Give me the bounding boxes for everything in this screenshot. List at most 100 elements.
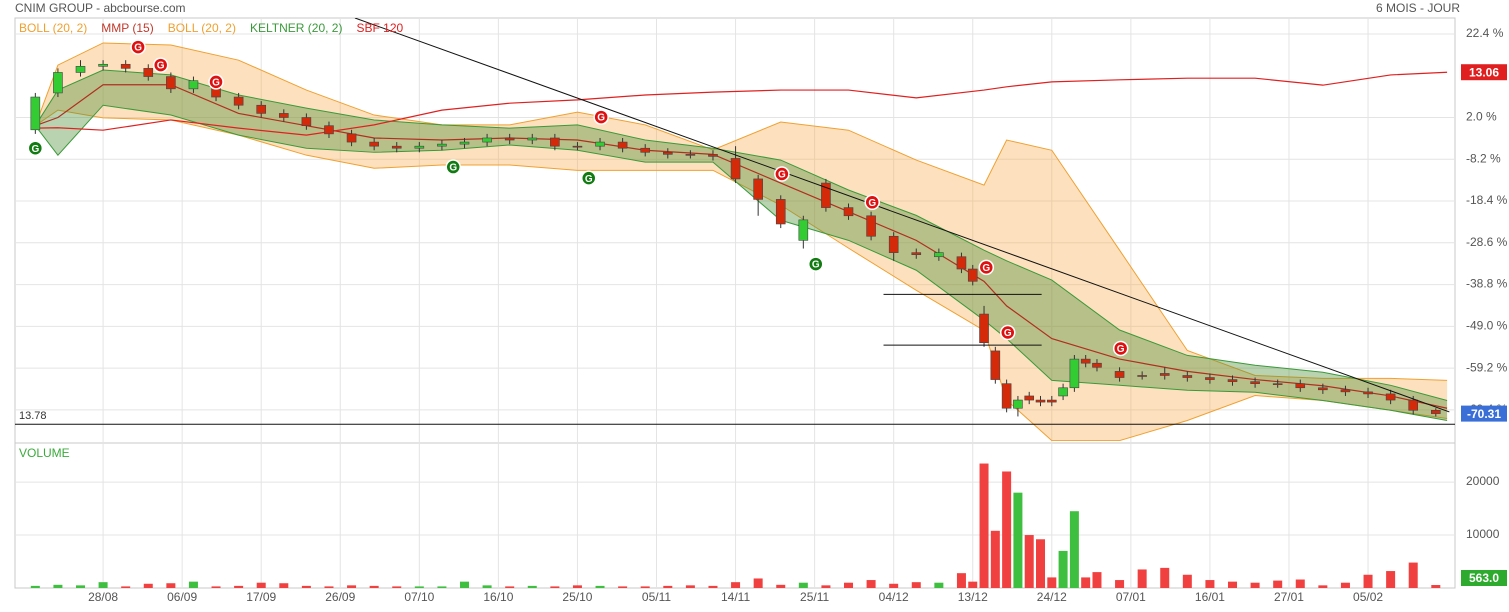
candle-body [143,68,154,77]
candle-body [1227,379,1238,382]
candle-body [1250,381,1260,384]
candle-body [1035,399,1046,403]
volume-bar [1182,574,1192,588]
volume-bar [1228,581,1238,588]
signal-label: G [31,144,39,155]
candle-body [256,104,267,114]
signal-label: G [134,43,142,54]
volume-bar [460,581,470,588]
volume-bar [968,581,978,588]
candle-body [866,215,876,237]
volume-bar [1295,579,1305,588]
candle-body [482,137,492,143]
signal-label: G [157,61,165,72]
volume-bar [1024,535,1034,588]
candle-body [1385,393,1396,401]
volume-bar [550,586,560,588]
x-tick-label: 14/11 [721,590,750,604]
chart-title: CNIM GROUP - abcbourse.com [15,1,186,15]
candle-body [1431,409,1441,414]
candle-body [1047,399,1057,403]
candle-body [437,143,447,147]
y-tick-label: -28.6 % [1466,235,1508,249]
reference-label: 13.78 [19,410,47,422]
volume-bar [1092,572,1102,588]
volume-bar [414,586,424,588]
candle-body [956,256,967,270]
candle-body [888,235,899,253]
volume-bar [301,585,311,588]
period: 6 MOIS - JOUR [1376,1,1460,15]
value-tag [1461,570,1507,586]
candle-body [301,117,312,126]
signal [208,74,224,90]
candle-body [572,145,583,148]
candle-body [1205,377,1215,380]
volume-bar [979,463,989,588]
volume-bar [889,583,899,588]
candle-body [1363,391,1373,395]
volume-bar [256,582,266,588]
x-tick-label: 16/01 [1195,590,1225,604]
value-tag [1461,405,1507,422]
volume-bar [663,585,673,588]
candle-body [843,207,854,217]
labels: 28/08 06/09 17/09 26/09 07/10 16/10 25/10 05/11… [15,21,1508,604]
x-tick-label: 28/08 [88,590,118,604]
candle-body [595,141,605,147]
volume-bar [685,585,695,588]
band-line [34,42,1448,381]
x-tick-label: 13/12 [958,590,988,604]
candle-body [166,76,176,90]
candle-body [346,133,357,143]
candle-body [1069,358,1080,389]
candle-body [798,219,809,241]
candle-body [1137,375,1147,377]
candle-body [233,96,244,106]
signal [1112,340,1129,357]
candle-body [75,66,86,73]
volume-bar [1081,577,1091,588]
candle-body [1340,389,1351,393]
candle-body [188,80,199,90]
candle-body [967,268,978,282]
volume-bar [437,586,447,588]
candle-body [934,252,944,258]
candle-body [1058,387,1068,397]
candle-body [459,141,470,145]
candle-body [730,158,741,180]
signal [864,194,880,211]
candle-body [1408,399,1419,411]
volume-bar [956,573,966,588]
signal-label: G [868,198,876,209]
volume-bar [866,580,876,588]
band-fill [35,42,1448,441]
band-line [35,109,1448,441]
volume-bar [211,586,221,588]
volume-bar [1047,577,1057,588]
volume-bar [1250,582,1260,588]
value-tag-label: -70.31 [1467,407,1501,421]
y-tick-label: 2.0 % [1466,110,1497,124]
signal-label: G [449,163,457,174]
indicator-line [35,84,1448,409]
candle-body [550,137,560,147]
candle-body [1080,358,1091,364]
candle-body [1182,375,1193,378]
volume-bar [369,585,379,588]
candle-body [414,145,425,149]
volume-title: VOLUME [19,446,70,460]
volume-bar [1160,567,1170,588]
value-tag-label: 13.06 [1469,65,1499,79]
candle-body [369,141,379,147]
volume-bar [1069,511,1079,588]
signal-label: G [1117,344,1125,355]
y-tick-label: 20000 [1466,474,1500,488]
legend-entry: MMP (15) [101,21,153,35]
volume-bar [347,585,357,588]
signal-label: G [585,174,593,185]
x-tick-label: 07/10 [404,590,434,604]
x-tick-label: 06/09 [167,590,197,604]
y-tick-label: -59.2 % [1466,360,1508,374]
